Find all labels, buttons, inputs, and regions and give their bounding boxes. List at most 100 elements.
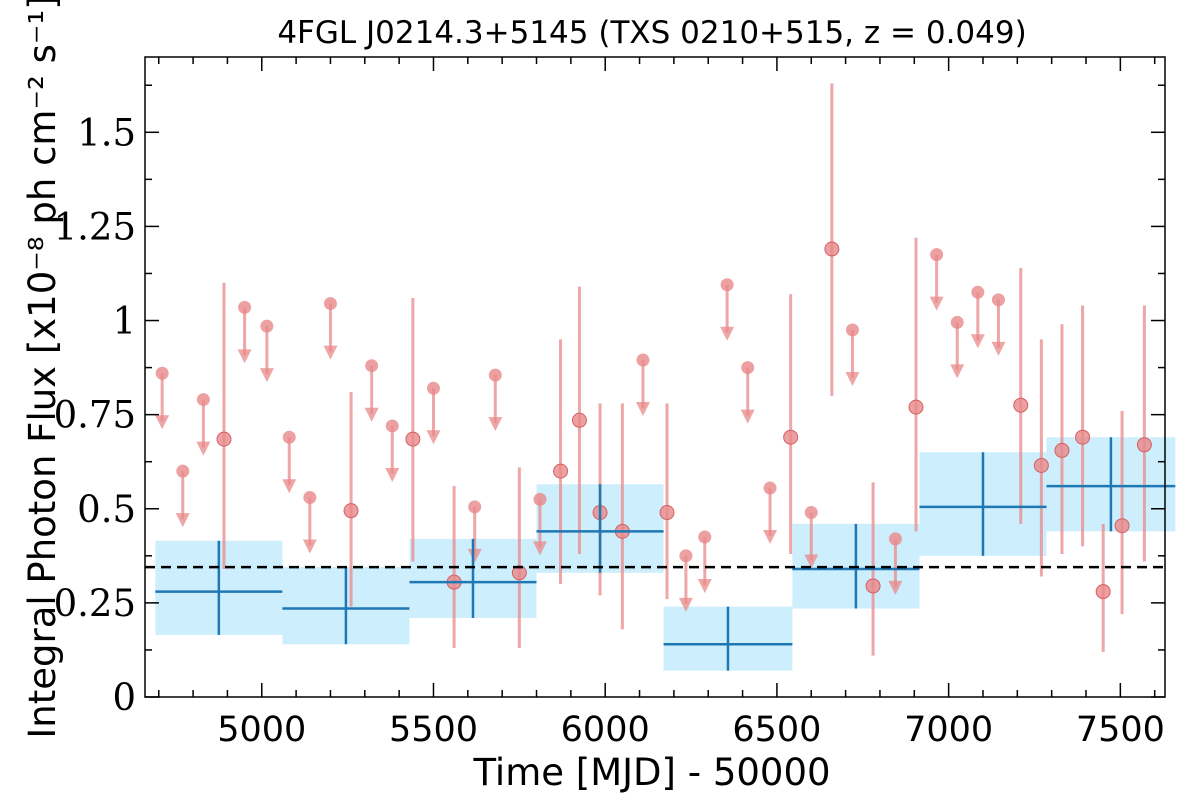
- fine-bin-upper-limit: [740, 361, 755, 424]
- upper-limit-arrow-head: [635, 402, 650, 417]
- fine-bin-upper-limit: [970, 285, 985, 349]
- chart-title: 4FGL J0214.3+5145 (TXS 0210+515, z = 0.0…: [277, 15, 1026, 51]
- y-tick-label: 0.25: [54, 582, 136, 625]
- fine-bin-upper-limit: [467, 500, 482, 563]
- upper-limit-marker: [888, 532, 902, 546]
- upper-limit-marker: [155, 366, 169, 380]
- upper-limit-marker: [698, 530, 712, 544]
- upper-limit-marker: [282, 430, 296, 444]
- fine-bin-detection-point: [405, 431, 421, 447]
- fine-bin-upper-limit: [426, 381, 441, 445]
- y-tick-label: 1.25: [54, 205, 136, 248]
- upper-limit-marker: [533, 492, 547, 506]
- x-tick-label: 6000: [561, 710, 650, 750]
- fine-bin-upper-limit: [488, 368, 503, 432]
- fine-bin-upper-limit: [385, 419, 400, 482]
- upper-limit-marker: [950, 315, 964, 329]
- upper-limit-marker: [679, 549, 693, 563]
- fine-bin-upper-limit: [237, 300, 252, 364]
- upper-limit-marker: [196, 393, 210, 407]
- fine-bin-upper-limit: [720, 278, 735, 341]
- fine-bin-upper-limit: [635, 353, 650, 417]
- y-axis-label: Integral Photon Flux [x10⁻⁸ ph cm⁻² s⁻¹]: [21, 0, 64, 739]
- fine-bin-upper-limit: [259, 319, 274, 383]
- x-axis-label: Time [MJD] - 50000: [472, 751, 830, 794]
- upper-limit-marker: [845, 323, 859, 337]
- fine-bin-detection-point: [511, 565, 527, 581]
- upper-limit-arrow-head: [991, 341, 1006, 356]
- upper-limit-marker: [636, 353, 650, 367]
- y-tick-label: 1.5: [77, 111, 136, 154]
- upper-limit-arrow-head: [323, 345, 338, 360]
- fine-bin-upper-limit: [196, 393, 211, 456]
- fine-bin-upper-limit: [804, 506, 819, 569]
- upper-limit-marker: [176, 464, 190, 478]
- upper-limit-marker: [426, 381, 440, 395]
- upper-limit-marker: [488, 368, 502, 382]
- upper-limit-arrow-head: [302, 539, 317, 554]
- upper-limit-arrow-head: [763, 530, 778, 545]
- y-tick-label: 0: [112, 676, 136, 719]
- y-tick-label: 1: [112, 300, 136, 343]
- upper-limit-marker: [385, 419, 399, 433]
- upper-limit-arrow-head: [467, 548, 482, 563]
- fine-bin-upper-limit: [697, 530, 712, 593]
- upper-limit-arrow-head: [532, 541, 547, 556]
- x-tick-label: 7000: [904, 710, 993, 750]
- plot-area: 5000 5500 6000 6500 7000 7500 0 0.25 0.5 0.75 1 1.2…: [54, 56, 1176, 750]
- upper-limit-arrow-head: [697, 579, 712, 593]
- fine-bin-detection-point: [571, 412, 587, 428]
- fine-bin-upper-limit: [155, 366, 170, 430]
- fine-bin-upper-limit: [888, 532, 903, 595]
- y-tick-label: 0.75: [54, 394, 136, 437]
- upper-limit-arrow-head: [175, 513, 190, 528]
- fine-bin-detection-point: [1013, 397, 1029, 413]
- upper-limit-arrow-head: [155, 415, 170, 430]
- upper-limit-arrow-head: [678, 597, 693, 612]
- x-tick-label: 7500: [1076, 710, 1165, 750]
- fine-bin-upper-limit: [282, 430, 297, 494]
- fine-bin-detection-point: [553, 463, 569, 479]
- upper-limit-marker: [930, 248, 944, 262]
- upper-limit-arrow-head: [426, 430, 441, 445]
- coarse-bin-point: [1046, 437, 1176, 532]
- fine-bin-upper-limit: [175, 464, 190, 528]
- fine-bin-detection-point: [1054, 442, 1070, 458]
- fine-bin-upper-limit: [845, 323, 860, 386]
- upper-limit-arrow-head: [804, 554, 819, 569]
- fine-bin-detection-point: [1136, 437, 1152, 453]
- fine-bin-detection-point: [1114, 518, 1130, 534]
- fine-bin-upper-limit: [302, 490, 317, 554]
- upper-limit-arrow-head: [950, 364, 965, 379]
- upper-limit-marker: [468, 500, 482, 514]
- fine-bin-detection-point: [865, 578, 881, 594]
- coarse-bin-point: [663, 606, 793, 671]
- fine-bin-upper-limit: [991, 293, 1006, 356]
- upper-limit-marker: [720, 278, 734, 292]
- upper-limit-marker: [741, 361, 755, 375]
- x-tick-label: 6500: [732, 710, 821, 750]
- axes-frame: [144, 56, 1166, 698]
- y-tick-label: 0.5: [77, 488, 136, 531]
- coarse-bin-point: [282, 567, 410, 645]
- fine-bin-detection-point: [1095, 584, 1111, 600]
- upper-limit-arrow-head: [196, 441, 211, 456]
- upper-limit-arrow-head: [720, 326, 735, 341]
- x-tick-label: 5500: [389, 710, 478, 750]
- upper-limit-arrow-head: [385, 467, 400, 482]
- fine-bin-detection-point: [1033, 457, 1049, 473]
- upper-limit-marker: [260, 319, 274, 333]
- fine-bin-upper-limit: [532, 492, 547, 556]
- fine-bin-upper-limit: [364, 359, 379, 422]
- upper-limit-arrow-head: [970, 334, 985, 349]
- coarse-bin-point: [536, 484, 664, 573]
- fine-bin-upper-limit: [950, 315, 965, 379]
- fine-bin-upper-limit: [929, 248, 944, 311]
- upper-limit-arrow-head: [888, 580, 903, 595]
- fine-bin-detection-point: [659, 505, 675, 521]
- upper-limit-arrow-head: [237, 349, 252, 364]
- fine-bin-upper-limit: [763, 481, 778, 545]
- upper-limit-arrow-head: [259, 368, 274, 383]
- upper-limit-arrow-head: [364, 407, 379, 422]
- fine-bin-detection-point: [343, 503, 359, 519]
